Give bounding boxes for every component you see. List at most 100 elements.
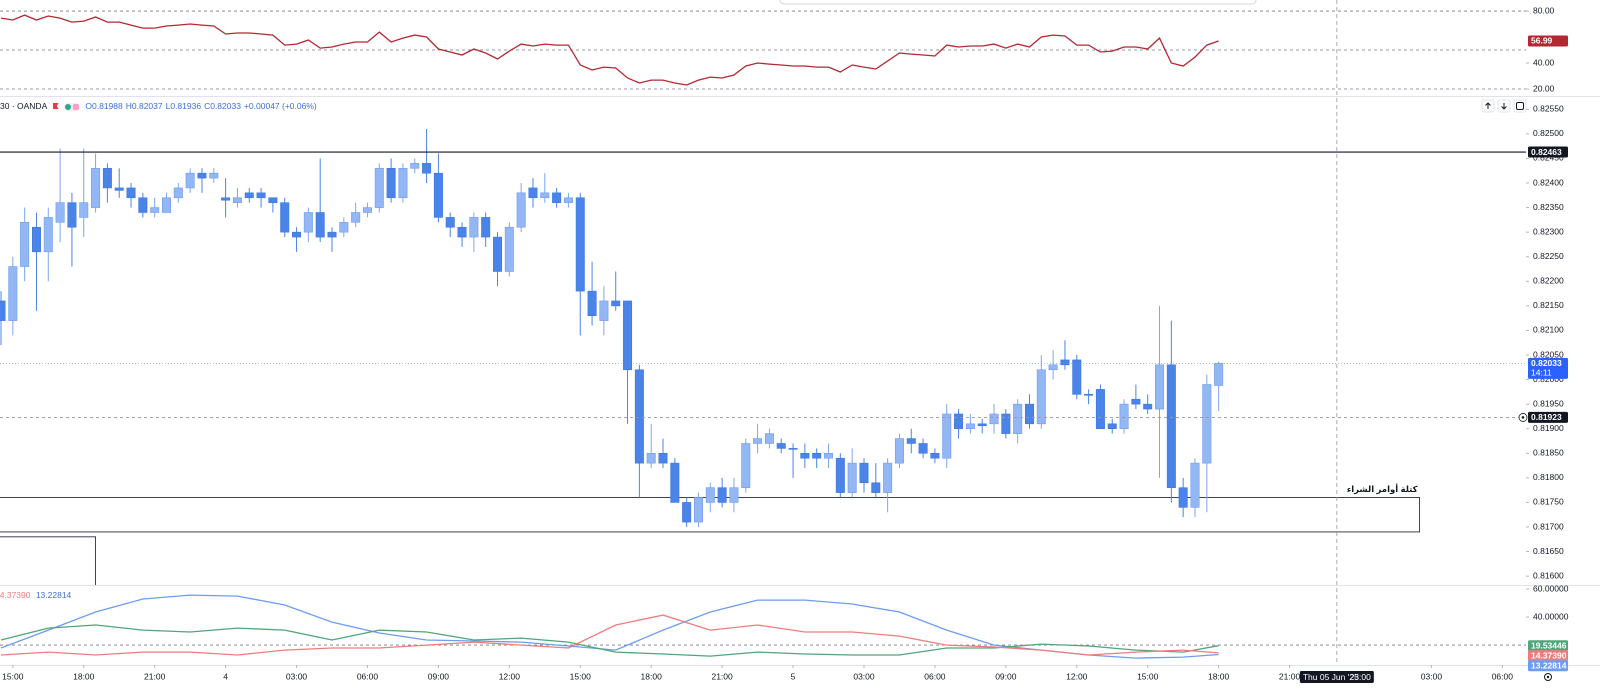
- level-price-label-box: [1528, 146, 1568, 158]
- level-price-label: 0.81923: [1531, 412, 1562, 422]
- candle-body: [1084, 394, 1094, 396]
- candle-body: [705, 487, 715, 503]
- symbol-legend: 30 · OANDA O0.81988 H0.82037 L0.81936 C0.82…: [0, 101, 323, 111]
- candle-body: [611, 300, 621, 307]
- indicator-line: [0, 14, 1219, 86]
- x-tick-label: 12:00: [499, 671, 521, 681]
- candle-body: [1214, 363, 1224, 386]
- close-key: C: [204, 101, 211, 111]
- y-tick-label: 0.81950: [1533, 398, 1564, 408]
- last-value-label-box: [1528, 640, 1568, 652]
- up-arrow-icon: [1485, 102, 1491, 109]
- candle-body: [91, 167, 101, 208]
- market-dot: [65, 103, 71, 110]
- candle-body: [256, 192, 266, 199]
- y-tick-label: 0.82150: [1533, 300, 1564, 310]
- candle-body: [563, 197, 573, 203]
- candle-body: [516, 192, 526, 228]
- candle-body: [1166, 364, 1176, 488]
- x-tick-label: 03:00: [853, 671, 875, 681]
- x-tick-label: 21:00: [144, 671, 166, 681]
- candle-body: [1013, 403, 1023, 434]
- candle-body: [587, 290, 597, 317]
- candle-body: [906, 438, 916, 444]
- y-tick-label: 40.00: [1533, 57, 1555, 67]
- x-tick-label: 5: [791, 671, 796, 681]
- flag-icon[interactable]: [52, 103, 59, 109]
- candle-body: [79, 202, 89, 218]
- x-tick-label: 21:00: [1279, 671, 1301, 681]
- y-tick-label: 0.81650: [1533, 546, 1564, 556]
- candle-body: [717, 487, 727, 503]
- axes: 80.00 40.00 20.00 0.81600 0.81650 0.81700 0.81…: [2, 5, 1569, 683]
- candle-body: [209, 172, 219, 179]
- candle-body: [835, 457, 845, 493]
- x-tick-label: 09:00: [428, 671, 450, 681]
- candle-body: [528, 187, 538, 199]
- x-tick-label: 12:00: [1066, 671, 1088, 681]
- dmi-legend: 14.37390 13.22814: [0, 590, 74, 600]
- candle-body: [540, 192, 550, 199]
- x-tick-label: 09:00: [995, 671, 1017, 681]
- candle-body: [504, 226, 514, 272]
- candle-body: [351, 212, 361, 223]
- maximize-button[interactable]: [1513, 99, 1527, 113]
- y-tick-label: 60.00000: [1533, 583, 1569, 593]
- candle-body: [741, 443, 751, 488]
- candle-body: [280, 202, 290, 233]
- candle-body: [788, 448, 798, 450]
- delay-dot: [73, 103, 79, 110]
- candle-body: [493, 236, 503, 272]
- x-tick-label: 18:00: [73, 671, 95, 681]
- candle-body: [481, 217, 491, 238]
- settings-button[interactable]: [1544, 673, 1552, 681]
- open-value: 0.81988: [92, 101, 123, 111]
- candle-body: [327, 231, 337, 238]
- candle-body: [469, 217, 479, 238]
- candle-body: [753, 438, 763, 444]
- top-toolbar[interactable]: [779, 0, 1257, 5]
- price-pane: كتلة أوامر الشراء: [0, 128, 1526, 585]
- candle-body: [918, 443, 928, 454]
- candle-body: [989, 413, 999, 425]
- candle-body: [1202, 384, 1212, 464]
- candle-body: [965, 423, 975, 430]
- symbol[interactable]: 30 · OANDA: [0, 101, 48, 111]
- y-tick-label: 80.00: [1533, 5, 1555, 15]
- x-tick-label: 03:00: [1421, 671, 1443, 681]
- candle-body: [1060, 359, 1070, 366]
- candle-body: [859, 462, 869, 484]
- y-tick-label: 0.82250: [1533, 251, 1564, 261]
- low-value: 0.81936: [170, 101, 202, 111]
- candle-body: [800, 452, 810, 459]
- candle-body: [398, 167, 408, 199]
- x-tick-label: 06:00: [1492, 671, 1514, 681]
- y-tick-label: 0.81700: [1533, 521, 1564, 531]
- gear-icon: [1544, 673, 1552, 681]
- candle-body: [173, 187, 183, 199]
- candle-body: [445, 217, 455, 228]
- candle-body: [67, 202, 77, 228]
- y-tick-label: 20.00: [1533, 83, 1555, 93]
- crosshair-time: 23:00: [1350, 672, 1372, 682]
- candle-body: [8, 266, 18, 321]
- candle-body: [339, 222, 349, 233]
- candle-body: [126, 187, 136, 199]
- last-value-label-box: [1528, 660, 1568, 672]
- candle-body: [883, 462, 893, 493]
- maximize-icon: [1516, 102, 1524, 110]
- y-tick-label: 0.82050: [1533, 349, 1564, 359]
- candle-body: [1036, 369, 1046, 425]
- candle-body: [303, 212, 313, 233]
- candle-body: [197, 172, 207, 179]
- low-key: L: [165, 101, 171, 111]
- candle-body: [623, 300, 633, 371]
- last-value-label: 56.99: [1531, 36, 1553, 46]
- y-tick-label: 0.82400: [1533, 177, 1564, 187]
- candle-body: [894, 438, 904, 464]
- pane-buttons[interactable]: [1481, 99, 1527, 113]
- candle-body: [1143, 403, 1153, 410]
- last-value-label: 13.22814: [1531, 660, 1567, 670]
- last-value-label: 14.37390: [1531, 650, 1567, 660]
